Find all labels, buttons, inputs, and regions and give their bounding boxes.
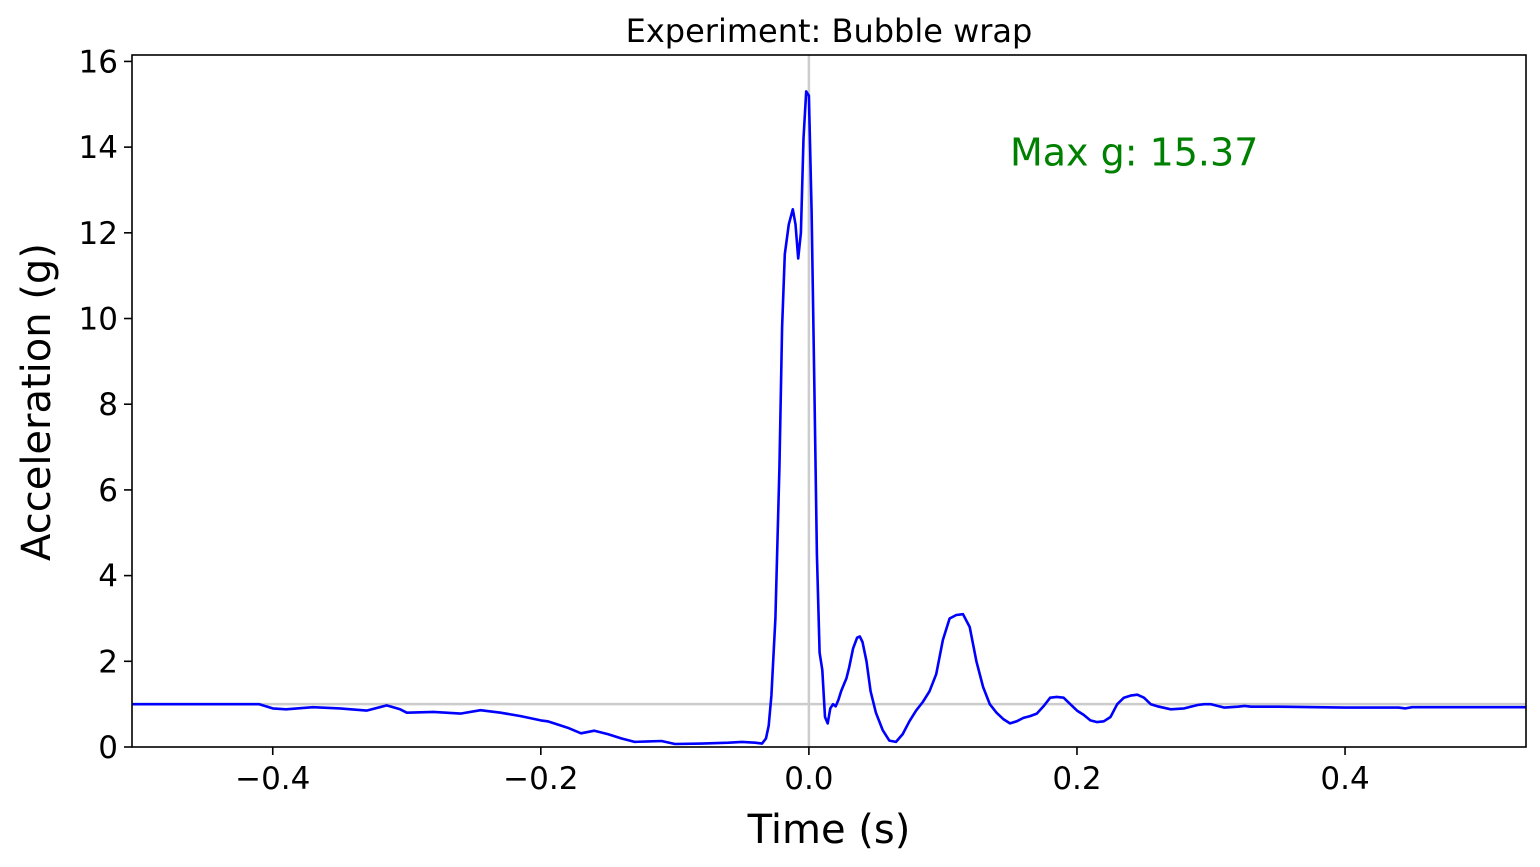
y-tick-label: 14 <box>79 130 118 166</box>
plot-area: −0.4 −0.2 0.0 0.2 0.4 0 2 4 6 8 10 12 14 16 <box>79 44 1527 797</box>
y-tick-label: 2 <box>98 644 118 680</box>
y-tick-label: 0 <box>98 730 118 766</box>
y-tick-label: 16 <box>79 44 118 80</box>
y-axis-title: Acceleration (g) <box>14 243 60 561</box>
chart-title: Experiment: Bubble wrap <box>626 12 1033 50</box>
y-tick-label: 8 <box>98 387 118 423</box>
y-tick-label: 12 <box>79 216 118 252</box>
x-tick-label: 0.0 <box>784 761 833 797</box>
y-tick-label: 4 <box>98 559 118 595</box>
x-tick-label: −0.2 <box>503 761 578 797</box>
axes-frame <box>131 54 1527 748</box>
y-tick-label: 6 <box>98 473 118 509</box>
x-axis-title: Time (s) <box>747 807 911 853</box>
max-g-annotation: Max g: 15.37 <box>1010 130 1258 174</box>
y-tick-label: 10 <box>79 302 118 338</box>
x-tick-label: −0.4 <box>235 761 310 797</box>
x-tick-label: 0.4 <box>1320 761 1369 797</box>
series-line-0 <box>132 90 1526 746</box>
x-tick-label: 0.2 <box>1052 761 1101 797</box>
